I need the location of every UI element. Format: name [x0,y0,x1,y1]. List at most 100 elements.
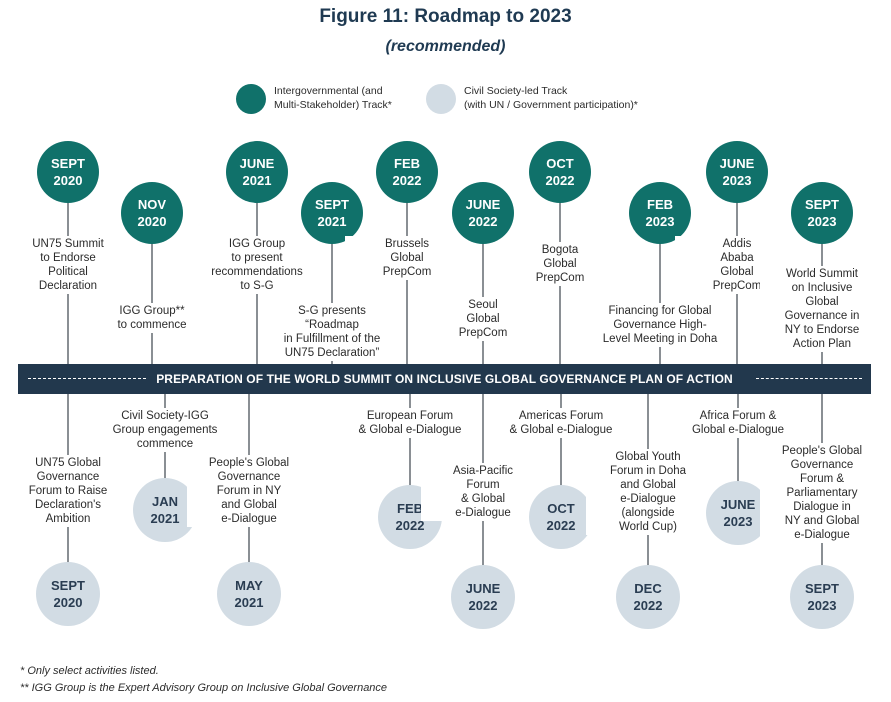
bottom-milestone-dec-2022-circle: DEC 2022 [616,565,680,629]
top-milestone-sept-2023-label-line: Action Plan [792,338,852,350]
bottom-milestone-june-2023-circle-year: 2023 [723,514,753,529]
bottom-milestone-may-2021-circle-year: 2021 [234,595,264,610]
top-milestone-sept-2020-circle-month: SEPT [51,156,85,171]
bottom-milestone-jan-2021-label-line: Civil Society-IGG [121,410,209,422]
top-milestone-sept-2023-circle: SEPT 2023 [791,182,853,244]
bottom-milestone-dec-2022-circle-year: 2022 [633,598,663,613]
bottom-milestone-sept-2020-circle-month: SEPT [51,578,85,593]
bottom-milestone-dec-2022-label-line: (alongside [621,507,675,519]
bottom-milestone-dec-2022-label: Global Youth Forum in Doha and Global e-Dia… [586,449,710,535]
bottom-milestone-feb-2022-circle-year: 2022 [395,518,425,533]
bottom-milestone-sept-2020-label-line: Governance [36,471,100,483]
top-milestone-nov-2020-label-line: to commence [117,319,187,331]
figure-title: Figure 11: Roadmap to 2023 [319,6,572,27]
bottom-milestone-feb-2022-label-line: & Global e-Dialogue [358,424,462,436]
bottom-milestone-sept-2020-circle-year: 2020 [53,595,83,610]
top-milestone-feb-2023-label-line: Financing for Global [608,305,712,317]
bottom-milestone-june-2022-label-line: e-Dialogue [455,507,511,519]
bottom-milestone-june-2022-label-line: Forum [466,479,500,491]
top-milestone-feb-2023-label: Financing for Global Governance High- Leve… [598,303,722,347]
bottom-milestone-feb-2022-circle-month: FEB [397,501,423,516]
bottom-milestone-sept-2023-label-line: Dialogue in [793,501,851,513]
bottom-milestone-june-2022-label-line: & Global [460,493,506,505]
bottom-milestone-sept-2023-label: People's Global Governance Forum & Parliame… [760,443,884,543]
top-milestone-june-2022-circle-month: JUNE [465,197,501,212]
top-milestone-feb-2023-label-line: Level Meeting in Doha [602,333,718,345]
bottom-milestone-jan-2021-label-line: Group engagements [112,424,218,436]
bottom-milestone-sept-2023-label-line: Parliamentary [786,487,858,499]
bottom-milestone-sept-2023-label-line: e-Dialogue [794,529,850,541]
bottom-milestone-sept-2020-label-line: UN75 Global [35,457,101,469]
top-milestone-sept-2023-circle-year: 2023 [807,214,837,229]
bottom-milestone-oct-2022-circle-month: OCT [547,501,575,516]
footnote-select-activities: * Only select activities listed. [20,665,159,677]
top-milestone-nov-2020-connector [151,213,153,364]
top-milestone-sept-2023-label-line: NY to Endorse [784,324,860,336]
bottom-milestone-may-2021-label-line: People's Global [208,457,290,469]
top-milestone-june-2021-circle: JUNE 2021 [226,141,288,203]
top-milestone-sept-2023-label: World Summit on Inclusive Global Governance… [760,266,884,352]
top-milestone-sept-2023-label-line: Global [805,296,839,308]
bottom-milestone-june-2022-label: Asia-Pacific Forum & Global e-Dialogue [421,463,545,521]
bottom-milestone-june-2023-label-line: Africa Forum & [699,410,777,422]
bottom-milestone-june-2023-label-line: Global e-Dialogue [691,424,785,436]
top-milestone-june-2023-circle: JUNE 2023 [706,141,768,203]
bottom-milestone-june-2022-circle: JUNE 2022 [451,565,515,629]
top-milestone-feb-2022-label: Brussels Global PrepCom [345,236,469,280]
top-milestone-nov-2020-label: IGG Group** to commence [90,303,214,333]
top-milestone-feb-2022-circle-year: 2022 [392,173,422,188]
figure-subtitle: (recommended) [385,38,506,55]
top-milestone-oct-2022-circle-month: OCT [546,156,574,171]
top-milestone-june-2023-label-line: Ababa [720,252,754,264]
bottom-milestone-dec-2022-label-line: and Global [620,479,676,491]
top-milestone-feb-2023-connector [659,213,661,364]
top-milestone-feb-2022-label-line: Global [390,252,424,264]
top-milestone-sept-2020-label-line: to Endorse [40,252,96,264]
bottom-milestone-sept-2023-label-line: Forum & [799,473,845,485]
legend-intergovernmental-dot [236,84,266,114]
bottom-milestone-june-2023-connector [737,394,739,513]
bottom-milestone-sept-2023-circle-month: SEPT [805,581,839,596]
top-milestone-sept-2023-label-line: World Summit [786,268,858,280]
top-milestone-sept-2021-circle-year: 2021 [317,214,347,229]
bottom-milestone-dec-2022-label-line: World Cup) [619,521,677,533]
bottom-milestone-oct-2022-label: Americas Forum & Global e-Dialogue [499,408,623,438]
bottom-milestone-feb-2022-label-line: European Forum [366,410,454,422]
top-milestone-nov-2020-label-line: IGG Group** [119,305,185,317]
bottom-milestone-dec-2022-label-line: e-Dialogue [620,493,676,505]
legend-civil-society-line2: (with UN / Government participation)* [464,99,638,111]
legend-civil-society-line1: Civil Society-led Track [464,85,568,97]
top-milestone-june-2022-label-line: Seoul [468,299,498,311]
top-milestone-feb-2023-label-line: Governance High- [613,319,707,331]
bottom-milestone-dec-2022-label-line: Global Youth [615,451,681,463]
bottom-milestone-jan-2021-circle-year: 2021 [150,511,180,526]
bottom-milestone-may-2021-circle: MAY 2021 [217,562,281,626]
bottom-milestone-oct-2022-label-line: & Global e-Dialogue [509,424,613,436]
top-milestone-oct-2022-circle: OCT 2022 [529,141,591,203]
top-milestone-sept-2021-circle: SEPT 2021 [301,182,363,244]
top-milestone-june-2023-label: Addis Ababa Global PrepCom [675,236,799,294]
bottom-milestone-june-2022-label-line: Asia-Pacific [452,465,514,477]
top-milestone-june-2022-circle-year: 2022 [468,214,498,229]
bottom-milestone-oct-2022-circle-year: 2022 [546,518,576,533]
top-milestone-june-2022-circle: JUNE 2022 [452,182,514,244]
bottom-milestone-may-2021-label-line: Forum in NY [216,485,282,497]
top-milestone-june-2021-label-line: to present [231,252,283,264]
bottom-milestone-oct-2022-circle: OCT 2022 [529,485,593,549]
bottom-milestone-sept-2020-circle: SEPT 2020 [36,562,100,626]
top-milestone-june-2023-label-line: PrepCom [712,280,762,292]
bottom-milestone-sept-2023-circle: SEPT 2023 [790,565,854,629]
top-milestone-feb-2023-circle-year: 2023 [645,214,675,229]
top-milestone-sept-2021-label-line: in Fulfillment of the [283,333,381,345]
top-milestone-sept-2023-label-line: on Inclusive [791,282,853,294]
legend-intergovernmental-line1: Intergovernmental (and [274,85,383,97]
top-milestone-sept-2020-circle: SEPT 2020 [37,141,99,203]
top-milestone-oct-2022-label-line: PrepCom [535,272,585,284]
top-milestone-june-2023-label-line: Addis [722,238,752,250]
top-milestone-feb-2023-circle: FEB 2023 [629,182,691,244]
top-milestone-june-2023-label-line: Global [720,266,754,278]
top-milestone-sept-2023-label-line: Governance in [784,310,860,322]
legend-civil-society-dot [426,84,456,114]
bottom-milestone-jan-2021-connector [164,394,166,510]
banner-text: PREPARATION OF THE WORLD SUMMIT ON INCLU… [156,372,733,386]
